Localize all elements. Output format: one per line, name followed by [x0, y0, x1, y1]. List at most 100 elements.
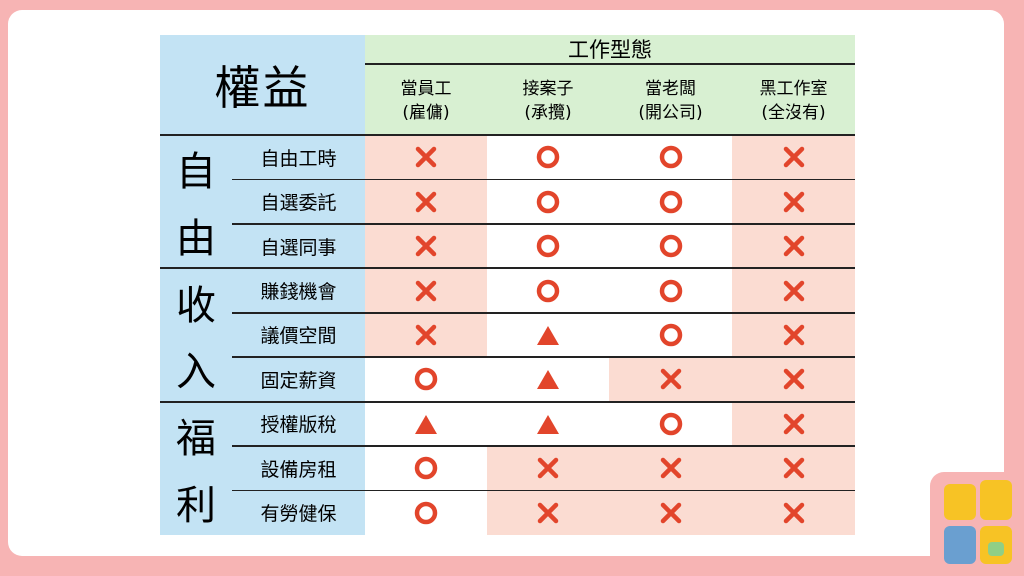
column-subtitle: (雇傭) — [402, 103, 450, 123]
table-cell — [365, 223, 487, 269]
table-cell — [732, 223, 855, 269]
column-header-unregistered: 黑工作室 (全沒有) — [732, 67, 855, 135]
row-divider — [232, 312, 855, 314]
table-row: 自選委託 — [232, 179, 855, 224]
cross-icon — [660, 502, 681, 524]
table-cell — [609, 490, 732, 535]
table-cell — [732, 401, 855, 447]
triangle-icon — [537, 414, 559, 434]
row-divider — [160, 134, 855, 136]
category-freedom: 自由 — [160, 135, 232, 269]
circle-icon — [659, 323, 682, 347]
table-cell — [609, 268, 732, 312]
column-subtitle: (承攬) — [524, 103, 572, 123]
cross-icon — [783, 146, 804, 168]
table-row: 設備房租 — [232, 446, 855, 491]
table-cell — [487, 135, 609, 179]
table-row: 自由工時 — [232, 135, 855, 180]
category-char: 收 — [176, 282, 216, 329]
table-row: 固定薪資 — [232, 357, 855, 402]
triangle-icon — [537, 325, 559, 345]
row-label: 自由工時 — [260, 147, 337, 170]
table-cell — [732, 268, 855, 313]
table-cell — [365, 268, 487, 313]
circle-icon — [536, 279, 560, 302]
table-cell — [732, 446, 855, 491]
item-column — [232, 135, 365, 535]
cross-icon — [415, 146, 437, 168]
circle-icon — [536, 234, 560, 258]
table-row: 有勞健保 — [232, 490, 855, 535]
column-header-freelance: 接案子 (承攬) — [487, 67, 609, 135]
table-cell — [609, 224, 732, 268]
table-cell — [609, 313, 732, 357]
row-divider — [232, 356, 855, 358]
table-cell — [487, 490, 609, 535]
category-benefits: 福利 — [160, 401, 232, 535]
cross-icon — [783, 280, 804, 301]
category-char: 福 — [176, 415, 216, 462]
category-char: 利 — [176, 482, 216, 529]
table-cell — [365, 402, 487, 446]
category-income: 收入 — [160, 268, 232, 402]
row-divider — [232, 489, 855, 492]
row-label: 固定薪資 — [260, 369, 337, 392]
table-cell — [365, 491, 487, 535]
cross-icon — [660, 458, 681, 479]
cross-icon — [783, 413, 804, 435]
cross-icon — [537, 458, 559, 479]
table-cell — [732, 312, 855, 358]
row-label: 自選委託 — [260, 192, 337, 215]
table-cell — [487, 446, 609, 491]
logo — [930, 472, 1024, 576]
column-subtitle: (全沒有) — [761, 103, 826, 123]
circle-icon — [659, 279, 682, 302]
row-label: 有勞健保 — [260, 503, 337, 526]
row-label: 自選同事 — [260, 236, 337, 259]
table-cell — [365, 357, 487, 401]
rights-header: 權益 — [160, 35, 365, 135]
table-cell — [609, 446, 732, 491]
table-cell — [609, 179, 732, 223]
circle-icon — [659, 412, 682, 436]
cross-icon — [415, 324, 437, 346]
rights-table: 權益 工作型態 當員工 (雇傭) 接案子 (承攬) 當老闆 (開公司) 黑工作室 (全沒… — [160, 35, 855, 535]
table-cell — [487, 179, 609, 223]
cross-icon — [783, 369, 804, 390]
table-row: 授權版稅 — [232, 401, 855, 447]
circle-icon — [659, 190, 682, 213]
row-label: 議價空間 — [260, 325, 337, 348]
table-cell — [732, 490, 855, 535]
category-char: 由 — [176, 215, 216, 262]
column-header-owner: 當老闆 (開公司) — [609, 67, 732, 135]
row-divider — [160, 267, 855, 270]
column-title: 接案子 — [522, 79, 574, 99]
cross-icon — [783, 502, 804, 524]
table-row: 自選同事 — [232, 223, 855, 269]
cross-icon — [783, 324, 804, 346]
table-cell — [487, 402, 609, 446]
table-cell — [732, 135, 855, 180]
table-cell — [365, 312, 487, 358]
cross-icon — [415, 191, 437, 212]
category-char: 自 — [176, 149, 216, 196]
column-title: 當員工 — [400, 79, 452, 99]
cross-icon — [783, 235, 804, 257]
category-char: 入 — [176, 349, 216, 396]
row-label: 設備房租 — [260, 458, 337, 481]
column-title: 當老闆 — [645, 79, 696, 99]
cross-icon — [783, 458, 804, 479]
table-cell — [487, 313, 609, 357]
table-cell — [609, 402, 732, 446]
column-title: 黑工作室 — [759, 79, 828, 99]
column-subtitle: (開公司) — [638, 103, 703, 123]
column-header-employee: 當員工 (雇傭) — [365, 67, 487, 135]
cross-icon — [415, 235, 437, 257]
table-cell — [609, 135, 732, 179]
table-cell — [732, 179, 855, 224]
circle-icon — [414, 501, 438, 525]
circle-icon — [414, 457, 438, 480]
triangle-icon — [537, 370, 559, 390]
cross-icon — [537, 502, 559, 524]
work-type-title: 工作型態 — [365, 35, 855, 65]
